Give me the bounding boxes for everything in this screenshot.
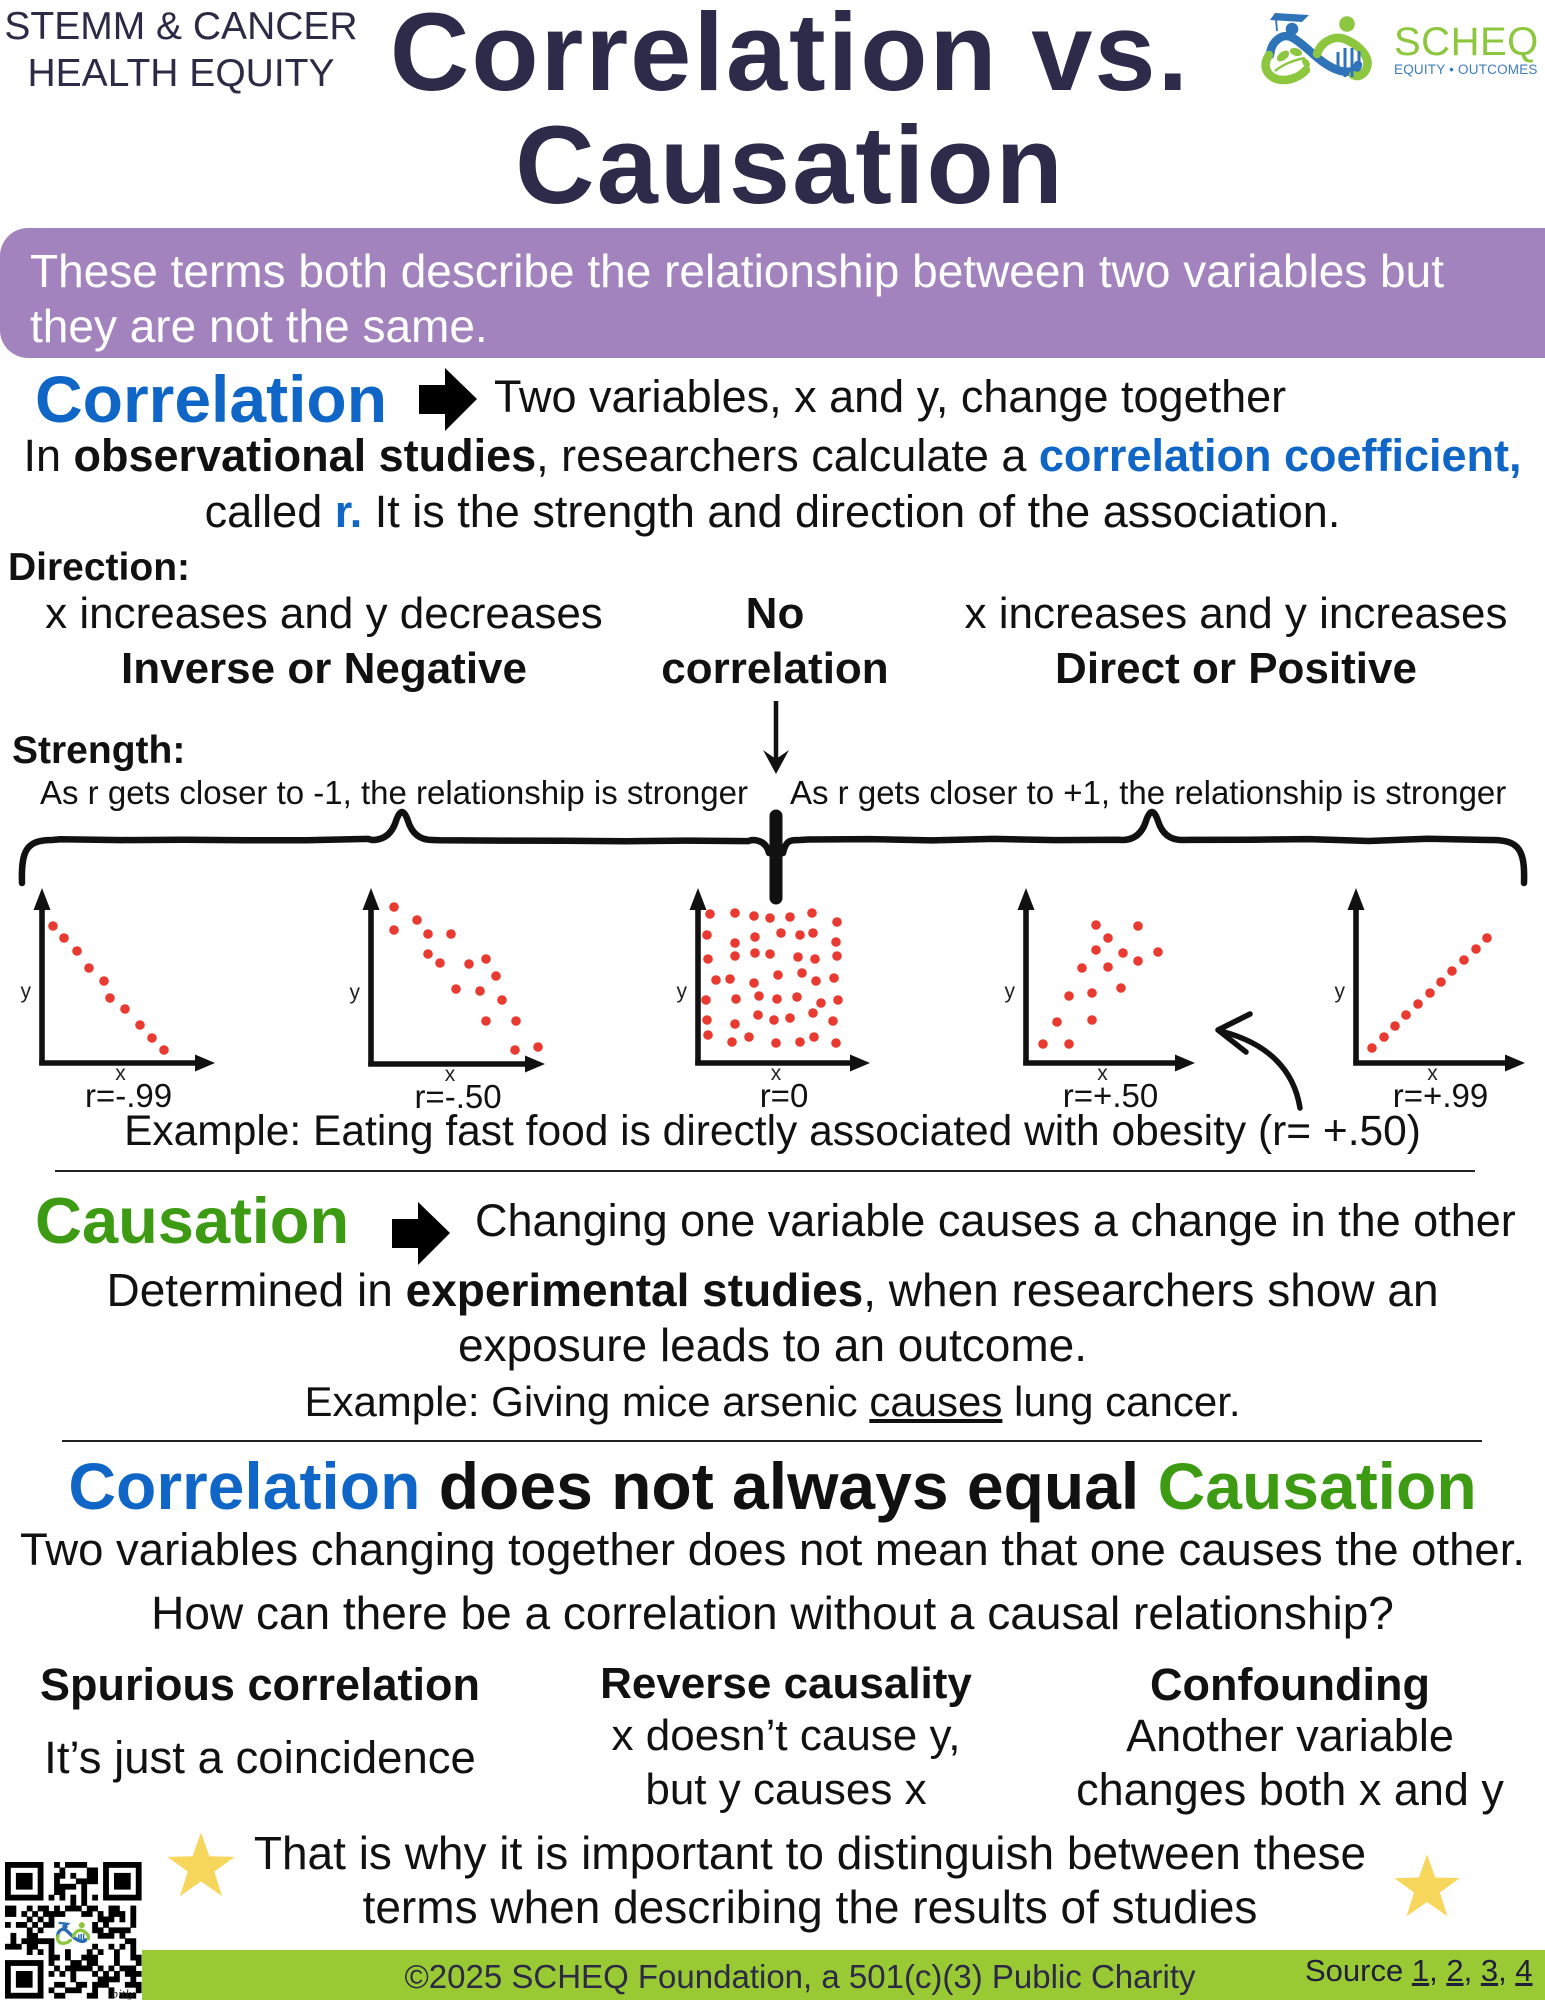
svg-text:y: y: [677, 980, 688, 1003]
svg-text:EQUITY • OUTCOMES: EQUITY • OUTCOMES: [1394, 62, 1538, 77]
svg-text:x: x: [771, 1062, 782, 1085]
svg-text:x: x: [1427, 1062, 1438, 1085]
svg-text:bitly: bitly: [111, 1986, 134, 2000]
svg-text:r=+.99: r=+.99: [1393, 1077, 1488, 1114]
svg-text:x: x: [1097, 1062, 1108, 1085]
svg-text:r=-.99: r=-.99: [85, 1077, 172, 1114]
svg-text:y: y: [1335, 980, 1346, 1003]
svg-text:x: x: [445, 1063, 456, 1086]
svg-text:SCHEQ: SCHEQ: [1394, 20, 1539, 64]
svg-text:y: y: [350, 981, 361, 1004]
svg-text:y: y: [1005, 980, 1016, 1003]
svg-text:y: y: [21, 980, 32, 1003]
svg-text:r=0: r=0: [760, 1077, 809, 1114]
svg-text:x: x: [115, 1062, 126, 1085]
svg-text:r=+.50: r=+.50: [1063, 1077, 1158, 1114]
svg-text:r=-.50: r=-.50: [414, 1078, 501, 1115]
